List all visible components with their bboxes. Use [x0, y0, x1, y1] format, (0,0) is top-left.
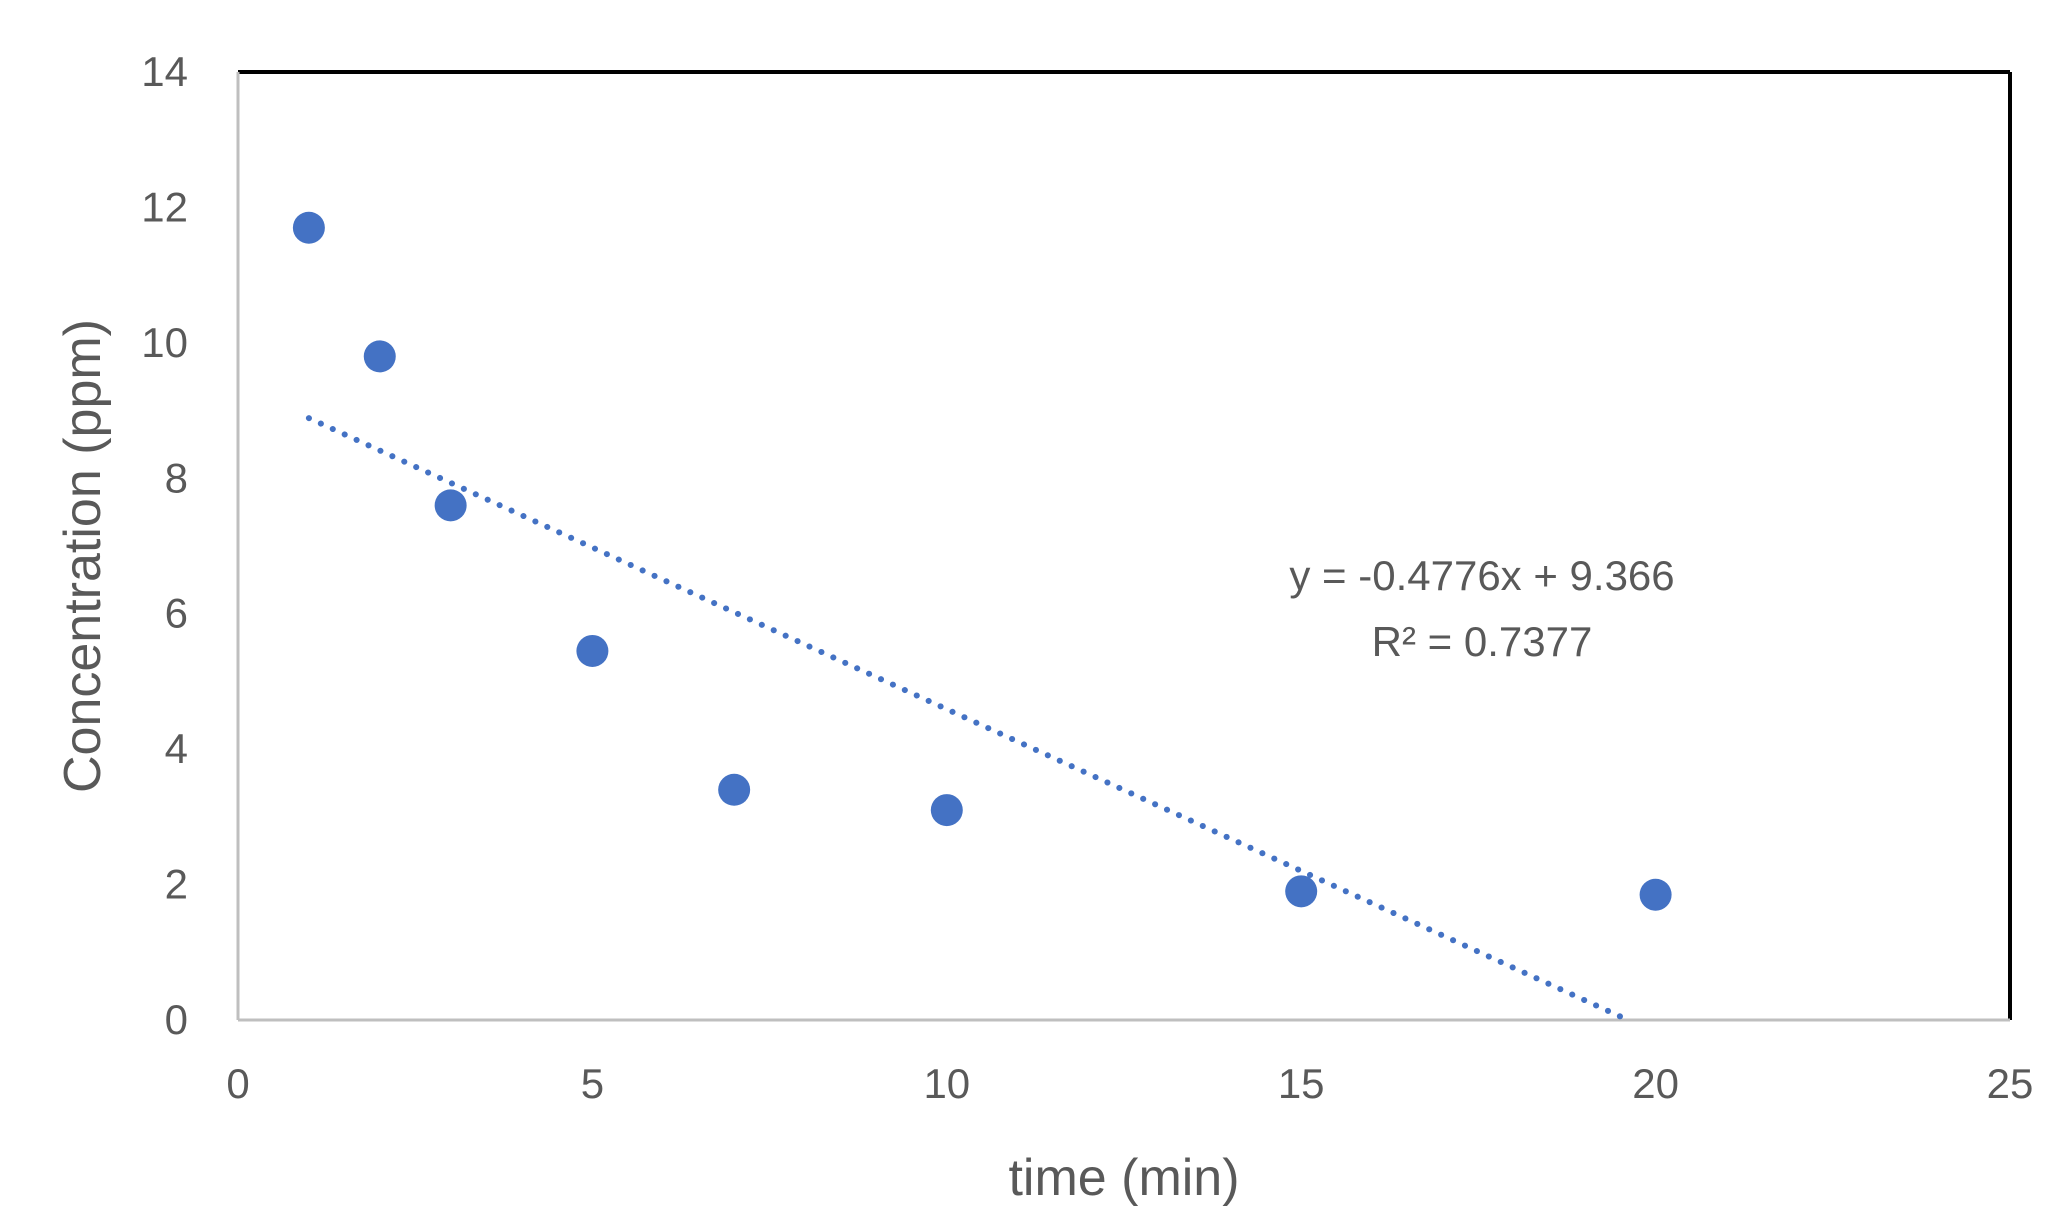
trendline	[305, 415, 1631, 1023]
y-tick-label: 4	[165, 725, 188, 772]
x-axis-title: time (min)	[1008, 1149, 1239, 1207]
y-tick-label: 6	[165, 590, 188, 637]
data-point	[1285, 875, 1318, 908]
y-tick-label: 0	[165, 996, 188, 1043]
data-point	[1639, 878, 1672, 911]
y-tick-label: 12	[141, 183, 188, 230]
x-tick-label: 20	[1632, 1060, 1679, 1107]
x-tick-label: 25	[1987, 1060, 2034, 1107]
data-point	[434, 489, 467, 522]
x-tick-label: 10	[923, 1060, 970, 1107]
trendline-layer	[305, 415, 1631, 1023]
trendline-equation: y = -0.4776x + 9.366	[1289, 552, 1674, 599]
data-point	[292, 211, 325, 244]
tick-labels-layer: 0 5 10 15 20 25 0 2 4 6 8 10 12 14	[141, 48, 2033, 1107]
y-tick-label: 14	[141, 48, 188, 95]
trendline-r-squared: R² = 0.7377	[1372, 618, 1593, 665]
plot-area	[236, 70, 2012, 1022]
x-tick-label: 5	[581, 1060, 604, 1107]
y-axis-title: Concentration (ppm)	[54, 319, 112, 793]
y-tick-label: 2	[165, 861, 188, 908]
y-tick-label: 10	[141, 319, 188, 366]
x-tick-label: 15	[1278, 1060, 1325, 1107]
x-tick-label: 0	[226, 1060, 249, 1107]
data-point	[363, 340, 396, 373]
data-point	[576, 634, 609, 667]
data-point	[930, 794, 963, 827]
data-points-layer	[292, 211, 1672, 911]
y-tick-label: 8	[165, 454, 188, 501]
data-point	[718, 773, 751, 806]
